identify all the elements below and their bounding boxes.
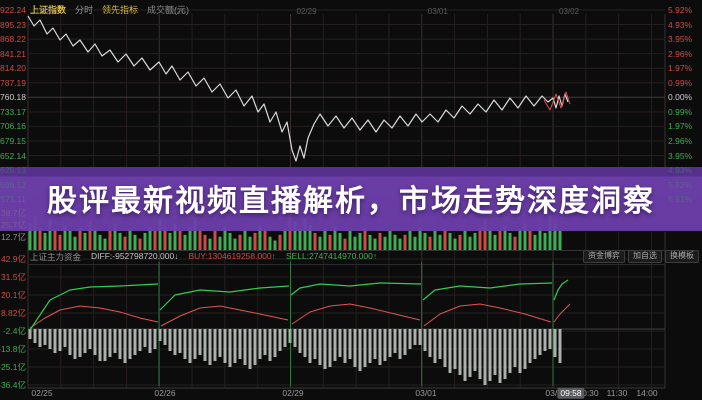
turnover-label: 成交额(元): [147, 5, 190, 15]
fund-flow-header: 上证主力资金 DIFF:-952798720.000↓ BUY:13046192…: [30, 251, 377, 263]
symbol-name: 上证指数: [30, 5, 67, 15]
diff-value: DIFF:-952798720.000↓: [91, 251, 179, 261]
fund-pane-buttons: 资金博弈 加自选 换模板: [583, 250, 699, 263]
switch-template-button[interactable]: 换模板: [665, 250, 699, 263]
promo-banner[interactable]: [0, 167, 702, 231]
chart-header: 上证指数 分时 领先指标 成交额(元): [30, 3, 189, 16]
add-watchlist-button[interactable]: 加自选: [628, 250, 662, 263]
sell-value: SELL:2747414970.000↑: [285, 251, 378, 261]
fund-game-button[interactable]: 资金博弈: [583, 250, 625, 263]
tab-leading-indicator[interactable]: 领先指标: [102, 5, 139, 15]
buy-value: BUY:1304619258.000↑: [188, 251, 276, 261]
promo-banner-title[interactable]: 股评最新视频直播解析，市场走势深度洞察: [47, 185, 655, 218]
fund-pane-name: 上证主力资金: [30, 252, 82, 262]
tab-timeshare[interactable]: 分时: [75, 5, 94, 15]
